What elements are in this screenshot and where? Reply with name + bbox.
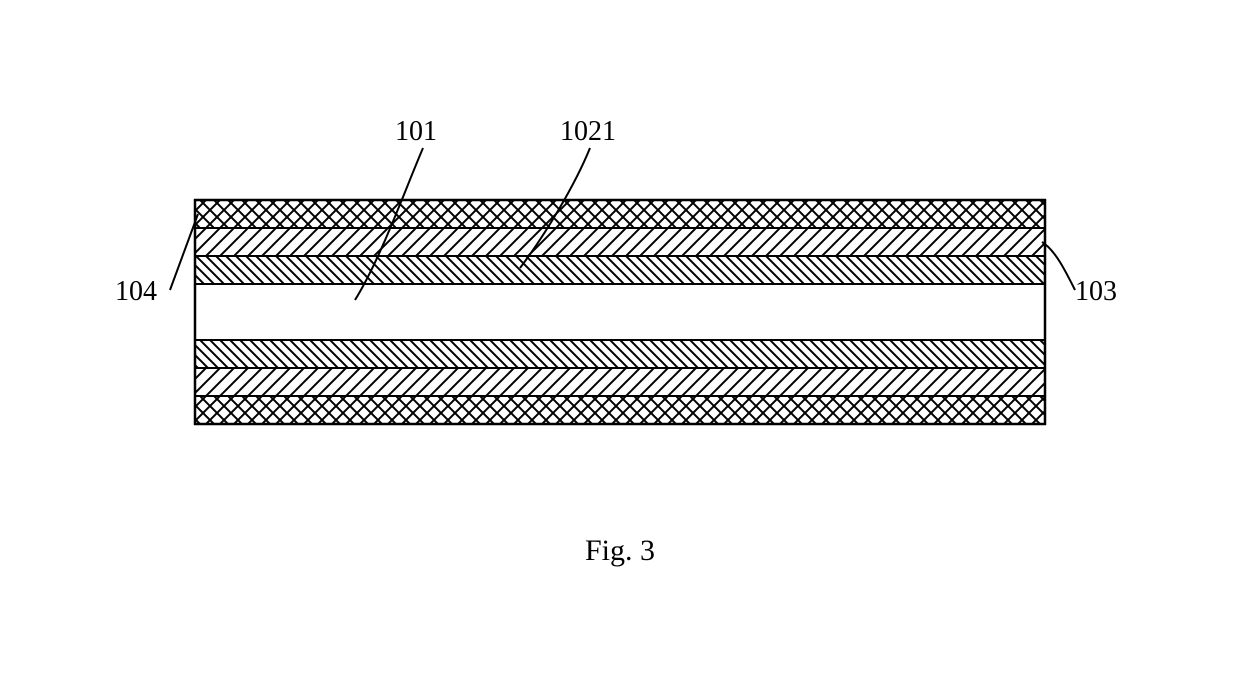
figure-svg: 101 1021 104 103 Fig. 3: [0, 0, 1240, 684]
layer-diagonal-ne-top: [195, 256, 1045, 284]
callout-104: 104: [115, 214, 198, 307]
callout-leader-103: [1042, 242, 1075, 290]
layer-diagonal-nw-bottom: [195, 368, 1045, 396]
callout-103: 103: [1042, 242, 1117, 307]
layer-crosshatch-top: [195, 200, 1045, 228]
layer-diagonal-ne-bottom: [195, 340, 1045, 368]
callout-label-104: 104: [115, 276, 157, 307]
layer-blank-core: [195, 284, 1045, 340]
layer-crosshatch-bottom: [195, 396, 1045, 424]
layer-diagonal-nw-top: [195, 228, 1045, 256]
figure-caption: Fig. 3: [585, 534, 655, 567]
callout-label-101: 101: [395, 116, 437, 147]
callout-label-103: 103: [1075, 276, 1117, 307]
layer-stack: [195, 200, 1045, 424]
callout-label-1021: 1021: [560, 116, 616, 147]
